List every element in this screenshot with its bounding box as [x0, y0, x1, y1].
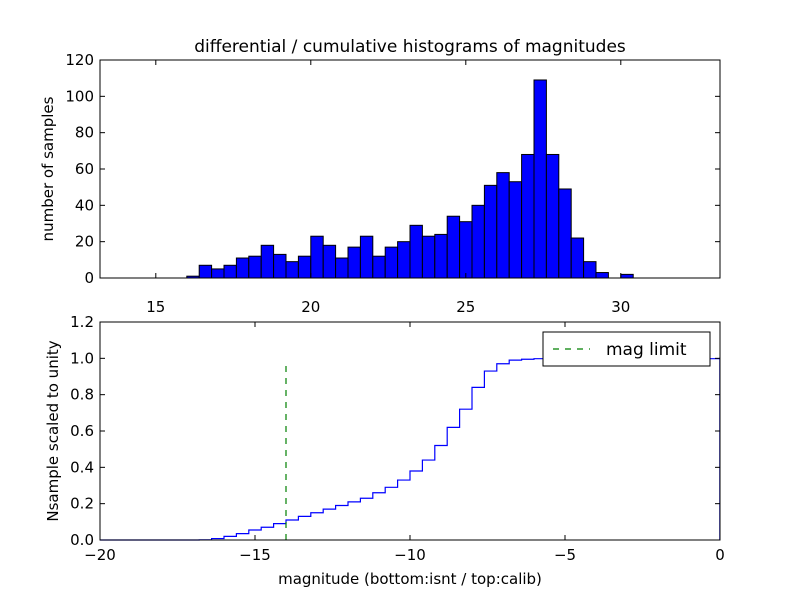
- top-histogram-axes: differential / cumulative histograms of …: [39, 37, 721, 316]
- histogram-bar: [273, 253, 287, 279]
- histogram-bar: [570, 237, 585, 279]
- y-tick-label: 100: [65, 87, 94, 105]
- histogram-bar: [198, 264, 213, 279]
- histogram-bar: [545, 153, 560, 279]
- y-tick-label: 0.6: [70, 422, 94, 440]
- histogram-bar: [434, 233, 448, 279]
- histogram-bar: [322, 244, 337, 279]
- histogram-bar: [260, 244, 275, 279]
- histogram-bar: [620, 273, 634, 279]
- histogram-bar: [595, 272, 609, 279]
- top-x-ticks: 15 20 25 30: [146, 60, 630, 316]
- legend-mag-limit-label: mag limit: [606, 340, 687, 360]
- histogram-bar: [310, 235, 324, 279]
- y-tick-label: 0.4: [70, 458, 94, 476]
- top-axes-frame: [99, 59, 721, 279]
- histogram-bar: [583, 261, 597, 279]
- histogram-bar: [483, 184, 498, 279]
- histogram-bar: [459, 221, 473, 279]
- histogram-bar: [533, 79, 547, 279]
- x-tick-label: 25: [456, 298, 475, 316]
- top-y-axis-label: number of samples: [39, 96, 57, 241]
- y-tick-label: 0.2: [70, 495, 94, 513]
- bottom-y-axis-label: Nsample scaled to unity: [44, 340, 62, 521]
- histogram-bar: [471, 204, 485, 279]
- histogram-bar: [235, 257, 250, 279]
- bottom-axes-frame: [99, 321, 721, 541]
- bottom-cumulative-axes: Nsample scaled to unity magnitude (botto…: [44, 313, 725, 588]
- histogram-bar: [384, 246, 399, 279]
- histogram-bar: [409, 224, 423, 279]
- histogram-bar: [558, 188, 572, 279]
- histogram-bar: [372, 255, 386, 279]
- histogram-bar: [223, 264, 237, 279]
- x-tick-label: 30: [611, 298, 630, 316]
- y-tick-label: 80: [75, 124, 94, 142]
- x-tick-label: −10: [394, 546, 426, 564]
- y-tick-label: 0.0: [70, 531, 94, 549]
- y-tick-label: 60: [75, 160, 94, 178]
- y-tick-label: 40: [75, 196, 94, 214]
- histogram-bar: [297, 255, 312, 279]
- y-tick-label: 1.2: [70, 313, 94, 331]
- histogram-bar: [521, 153, 535, 279]
- x-tick-label: −20: [84, 546, 116, 564]
- histogram-bar: [335, 257, 349, 279]
- x-tick-label: 20: [301, 298, 320, 316]
- histogram-bar: [359, 235, 374, 279]
- x-tick-label: 15: [146, 298, 165, 316]
- cumulative-step-line: [100, 357, 721, 541]
- x-tick-label: 0: [715, 546, 725, 564]
- bottom-x-ticks: −20 −15 −10 −5 0: [84, 322, 725, 564]
- legend: mag limit: [542, 331, 711, 367]
- bottom-series: [100, 357, 721, 541]
- histogram-bars: [186, 79, 634, 279]
- histogram-bar: [285, 261, 299, 279]
- y-tick-label: 120: [65, 51, 94, 69]
- y-tick-label: 0.8: [70, 386, 94, 404]
- y-tick-label: 1.0: [70, 349, 94, 367]
- histogram-bar: [397, 241, 411, 279]
- top-chart-title: differential / cumulative histograms of …: [194, 37, 626, 57]
- histogram-bar: [496, 172, 510, 279]
- histogram-bar: [446, 215, 461, 279]
- y-tick-label: 20: [75, 233, 94, 251]
- histogram-bar: [421, 235, 436, 279]
- x-tick-label: −15: [239, 546, 271, 564]
- histogram-bar: [248, 255, 262, 279]
- histogram-bar: [347, 246, 361, 279]
- x-tick-label: −5: [554, 546, 576, 564]
- bottom-x-axis-label: magnitude (bottom:isnt / top:calib): [278, 570, 542, 588]
- y-tick-label: 0: [84, 269, 94, 287]
- histogram-bar: [211, 268, 225, 279]
- histogram-bar: [508, 181, 523, 279]
- bottom-y-ticks: 0.0 0.2 0.4 0.6 0.8 1.0 1.2: [70, 313, 720, 549]
